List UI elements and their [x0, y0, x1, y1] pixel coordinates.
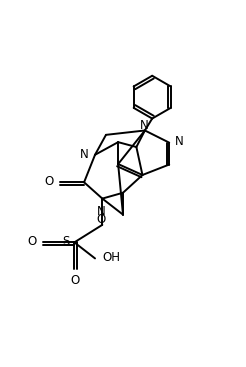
Text: O: O — [96, 213, 106, 226]
Text: N: N — [97, 205, 106, 218]
Text: S: S — [62, 235, 69, 248]
Text: N: N — [80, 148, 89, 161]
Text: N: N — [140, 119, 149, 132]
Text: O: O — [70, 275, 79, 287]
Text: N: N — [175, 135, 184, 148]
Text: O: O — [45, 175, 54, 188]
Text: OH: OH — [102, 251, 120, 265]
Text: O: O — [27, 235, 37, 248]
